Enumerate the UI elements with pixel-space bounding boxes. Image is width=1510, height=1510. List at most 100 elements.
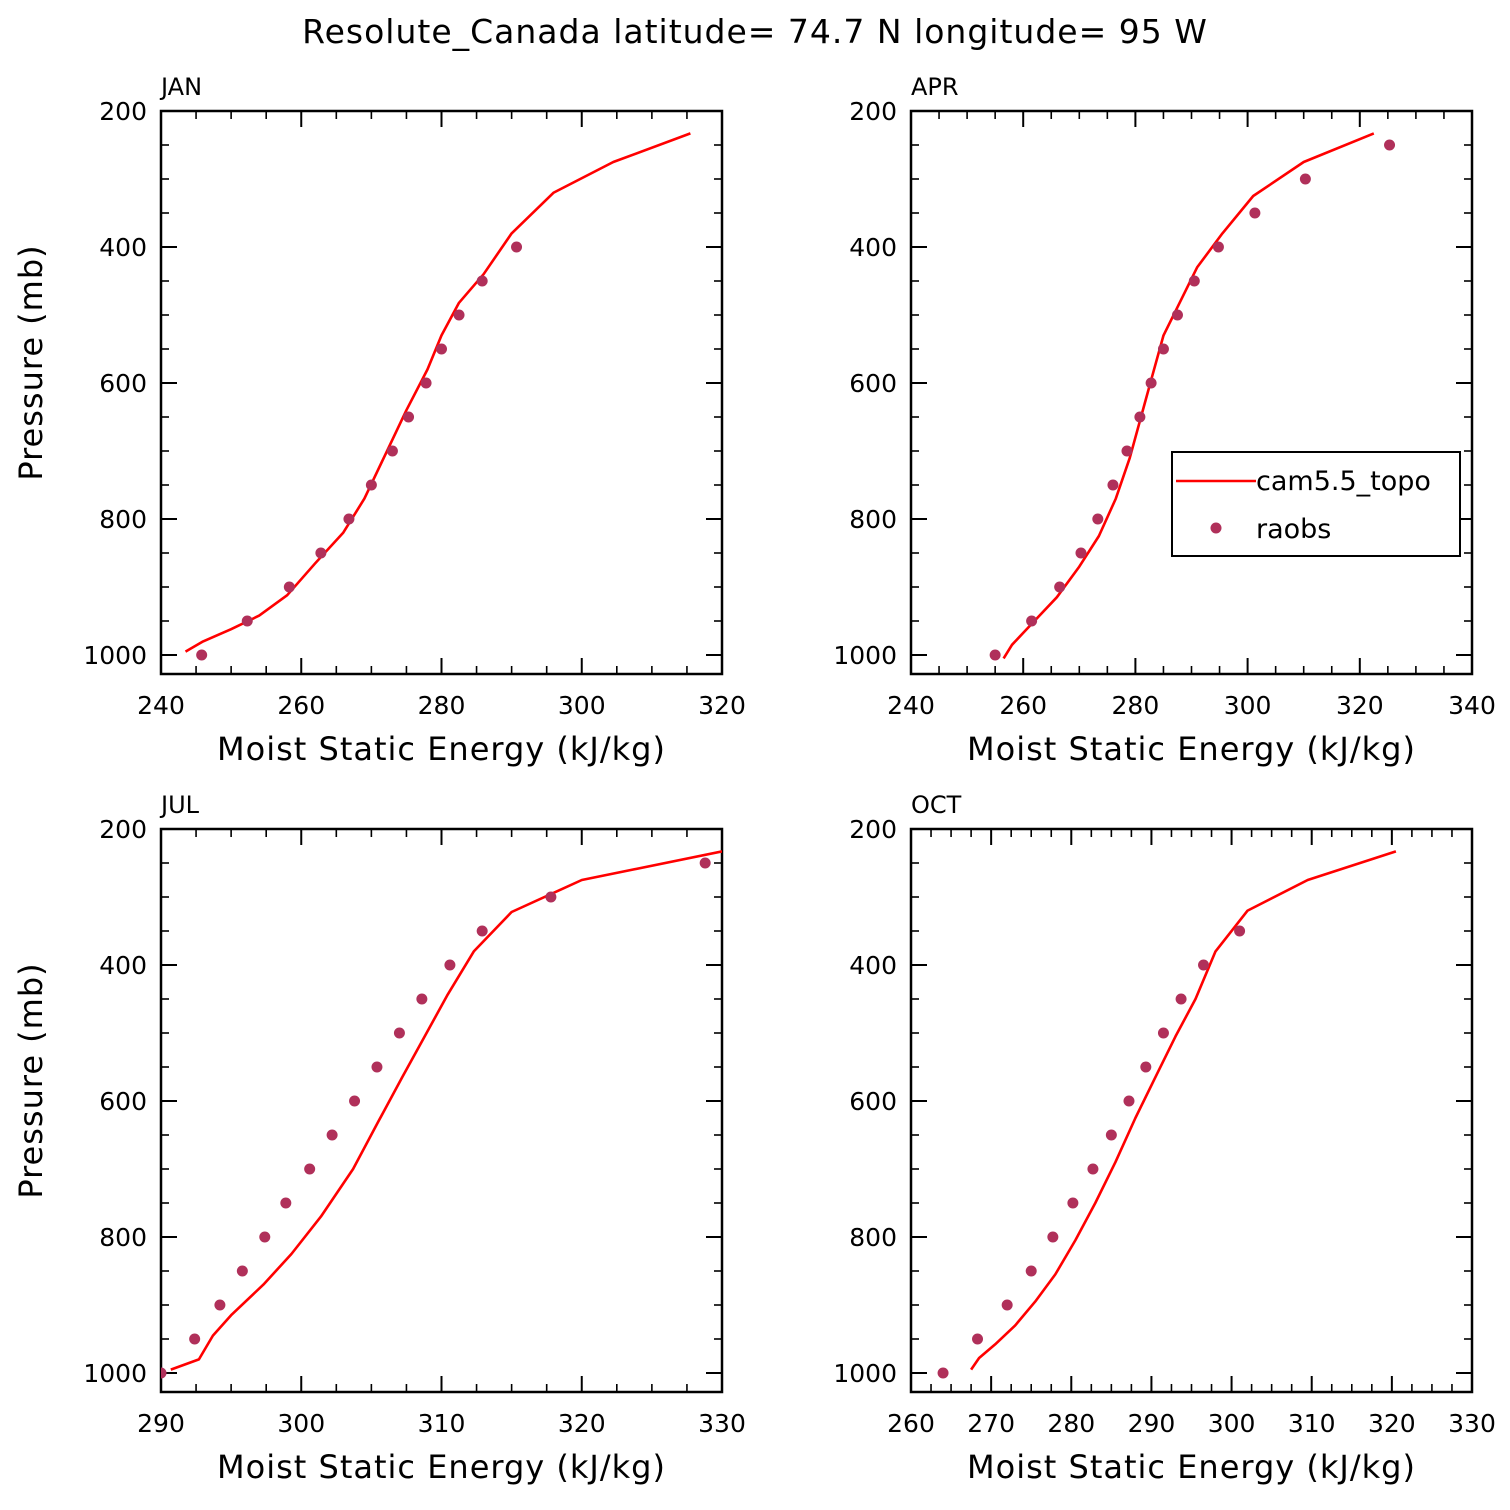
x-tick-label: 240 [887,691,935,720]
obs-point [511,241,523,253]
y-axis-label: Pressure (mb) [12,962,50,1198]
obs-point [1025,1265,1037,1277]
obs-point [699,857,711,869]
obs-point [453,309,465,321]
x-axis-label: Moist Static Energy (kJ/kg) [217,1448,666,1486]
obs-point [326,1129,338,1141]
x-tick-label: 340 [1448,691,1496,720]
y-tick-label: 400 [99,951,147,980]
obs-point [1198,959,1210,971]
y-tick-label: 600 [99,369,147,398]
y-tick-label: 600 [99,1087,147,1116]
y-tick-label: 200 [99,815,147,844]
obs-point [1121,445,1133,457]
obs-point [315,547,327,559]
y-tick-label: 200 [849,97,897,126]
y-tick-label: 400 [849,233,897,262]
x-tick-label: 320 [1336,691,1384,720]
obs-point [304,1163,316,1175]
obs-point [393,1027,405,1039]
obs-point [937,1367,949,1379]
x-tick-label: 280 [418,691,466,720]
y-tick-label: 200 [849,815,897,844]
obs-point [1123,1095,1135,1107]
panel-label: APR [911,73,959,101]
x-tick-label: 320 [1368,1409,1416,1438]
obs-point [1249,207,1261,219]
obs-point [365,479,377,491]
obs-point [416,993,428,1005]
obs-point [371,1061,383,1073]
panel-label: JUL [159,791,200,819]
obs-point [1047,1231,1059,1243]
panel-oct: OCT 260 270 280 290 300 310 320 330 200 400 600 800 1… [833,791,1495,1486]
data-layer [184,132,691,661]
obs-point [241,615,253,627]
x-tick-label: 280 [1112,691,1160,720]
obs-point [349,1095,361,1107]
obs-point [436,343,447,355]
y-tick-label: 1000 [83,1359,147,1388]
x-axis-label: Moist Static Energy (kJ/kg) [967,730,1416,768]
x-tick-label: 290 [1128,1409,1176,1438]
obs-point [1134,411,1146,423]
x-tick-label: 270 [967,1409,1015,1438]
obs-point [476,275,488,287]
panel-label: JAN [159,73,202,101]
obs-point [972,1333,984,1345]
plot-frame [909,109,1474,676]
obs-point [1188,275,1200,287]
x-tick-label: 300 [558,691,606,720]
obs-point [259,1231,271,1243]
panel-jul: JUL 290 300 310 320 330 200 400 600 800 1000 Moist … [12,791,746,1486]
obs-point [1092,513,1104,525]
panel-label: OCT [911,791,962,819]
y-tick-label: 1000 [833,1359,897,1388]
obs-point [283,581,295,593]
obs-point [444,959,456,971]
obs-point [1001,1299,1013,1311]
x-tick-label: 320 [558,1409,606,1438]
obs-point [1054,581,1066,593]
obs-point [403,411,415,423]
data-layer [989,132,1396,661]
legend-marker-swatch [1210,522,1222,534]
panel-jan: JAN 240 260 280 300 320 200 400 600 800 1000 Moist … [12,73,746,768]
y-axis-label: Pressure (mb) [12,244,50,480]
y-tick-label: 400 [849,951,897,980]
x-tick-label: 330 [1448,1409,1496,1438]
y-tick-label: 800 [849,1223,897,1252]
data-layer [161,850,722,1379]
y-tick-label: 800 [849,505,897,534]
obs-point [1140,1061,1152,1073]
obs-point [1175,993,1187,1005]
model-line [1002,132,1375,660]
obs-point [386,445,398,457]
model-line [170,850,722,1371]
x-tick-label: 300 [1224,691,1272,720]
y-tick-label: 1000 [833,641,897,670]
plot-frame [159,109,724,676]
legend-obs-label: raobs [1256,514,1331,545]
obs-point [1384,139,1396,151]
obs-point [476,925,488,937]
obs-point [189,1333,201,1345]
y-tick-label: 600 [849,369,897,398]
obs-point [989,649,1001,661]
x-tick-label: 300 [277,1409,325,1438]
plot-frame [159,827,724,1394]
obs-point [1145,377,1157,389]
obs-point [161,1367,167,1379]
data-layer [937,850,1397,1379]
obs-point [196,649,208,661]
obs-point [1157,343,1169,355]
figure-title: Resolute_Canada latitude= 74.7 N longitu… [302,12,1208,51]
obs-point [1067,1197,1079,1209]
plot-frame [909,827,1474,1394]
x-tick-label: 260 [277,691,325,720]
x-axis-label: Moist Static Energy (kJ/kg) [217,730,666,768]
obs-point [1026,615,1038,627]
model-line [970,850,1397,1371]
x-tick-label: 320 [698,691,746,720]
